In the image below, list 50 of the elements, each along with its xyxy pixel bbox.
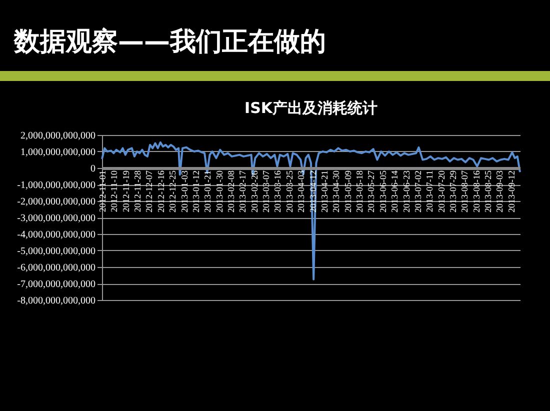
y-tick-label: -3,000,000,000,000 bbox=[17, 213, 96, 224]
x-tick-label: 2013-02-08 bbox=[226, 170, 236, 212]
y-tick-label: -8,000,000,000,000 bbox=[17, 296, 96, 306]
x-tick-label: 2013-01-03 bbox=[179, 170, 190, 212]
x-tick-label: 2013-05-27 bbox=[366, 170, 376, 212]
x-tick-label: 2013-05-18 bbox=[354, 170, 365, 212]
x-tick-label: 2012-12-07 bbox=[144, 170, 154, 212]
x-tick-label: 2013-07-29 bbox=[448, 170, 458, 212]
x-tick-label: 2012-11-10 bbox=[109, 170, 120, 212]
x-tick-label: 2013-09-12 bbox=[506, 170, 516, 212]
x-tick-label: 2013-06-14 bbox=[390, 170, 400, 212]
x-tick-label: 2012-12-16 bbox=[156, 170, 166, 212]
x-tick-label: 2013-07-02 bbox=[412, 170, 423, 212]
x-tick-label: 2013-02-17 bbox=[238, 170, 248, 212]
x-tick-label: 2013-03-07 bbox=[261, 170, 272, 212]
x-tick-label: 2013-03-16 bbox=[272, 170, 283, 212]
x-tick-label: 2013-04-12 bbox=[308, 170, 318, 212]
y-tick-label: -1,000,000,000,000 bbox=[17, 180, 96, 191]
x-tick-label: 2012-12-25 bbox=[168, 170, 178, 212]
x-tick-label: 2013-08-16 bbox=[471, 170, 482, 212]
x-tick-label: 2012-11-01 bbox=[98, 170, 108, 212]
x-tick-label: 2013-01-12 bbox=[190, 170, 201, 212]
x-tick-label: 2013-05-09 bbox=[342, 170, 353, 212]
x-tick-label: 2013-09-03 bbox=[494, 170, 505, 212]
y-tick-label: 2,000,000,000,000 bbox=[20, 130, 96, 142]
y-tick-label: -2,000,000,000,000 bbox=[17, 196, 96, 208]
x-tick-label: 2012-11-28 bbox=[132, 170, 143, 212]
chart-subtitle: ISK产出及消耗统计 bbox=[244, 99, 378, 117]
y-tick-label: -6,000,000,000,000 bbox=[17, 262, 96, 274]
x-tick-label: 2013-04-30 bbox=[331, 170, 342, 212]
x-tick-label: 2013-08-07 bbox=[460, 170, 470, 212]
x-tick-label: 2013-04-21 bbox=[319, 170, 330, 212]
x-tick-label: 2013-07-11 bbox=[424, 170, 435, 212]
x-tick-label: 2013-08-25 bbox=[483, 170, 494, 212]
x-tick-label: 2013-07-20 bbox=[436, 170, 446, 212]
y-tick-label: 0 bbox=[90, 164, 96, 174]
y-tick-label: -4,000,000,000,000 bbox=[17, 230, 96, 240]
x-tick-label: 2013-03-25 bbox=[284, 170, 294, 212]
chart-title: 数据观察——我们正在做的 bbox=[14, 26, 326, 59]
x-tick-label: 2012-11-19 bbox=[120, 170, 131, 212]
y-tick-label: -7,000,000,000,000 bbox=[17, 279, 96, 290]
x-tick-label: 2013-01-21 bbox=[202, 170, 213, 212]
x-tick-label: 2013-01-30 bbox=[214, 170, 224, 212]
line-series bbox=[101, 141, 521, 280]
x-tick-label: 2013-02-26 bbox=[249, 170, 260, 212]
y-tick-label: 1,000,000,000,000 bbox=[20, 147, 96, 158]
y-tick-label: -5,000,000,000,000 bbox=[17, 246, 96, 257]
x-tick-label: 2013-06-23 bbox=[401, 170, 412, 212]
x-tick-label: 2013-06-05 bbox=[378, 170, 388, 212]
x-tick-label: 2013-04-03 bbox=[296, 170, 306, 212]
